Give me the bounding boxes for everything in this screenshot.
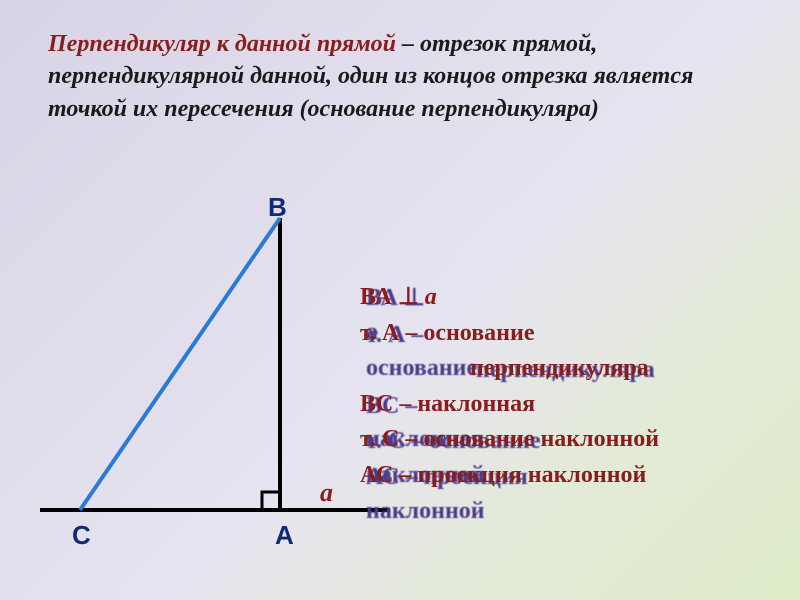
definition-term: Перпендикуляр к данной прямой bbox=[48, 31, 396, 57]
legend-block: ВА ⊥ а ВА ⊥ а т. А – основание т. А – ос… bbox=[360, 280, 780, 495]
legend-3-front: ВС – наклонная bbox=[360, 391, 535, 417]
label-C: С bbox=[72, 520, 91, 551]
legend-row-2: т. А – основание т. А – основание bbox=[360, 317, 780, 351]
legend-5-front: АС – проекция наклонной bbox=[360, 462, 646, 488]
definition-paragraph: Перпендикуляр к данной прямой – отрезок … bbox=[48, 28, 748, 125]
legend-row-1: ВА ⊥ а ВА ⊥ а bbox=[360, 280, 780, 315]
legend-2b-front: перпендикуляра bbox=[470, 355, 649, 381]
legend-row-3: ВС – наклонная ВС – наклонная bbox=[360, 388, 780, 422]
label-A: А bbox=[275, 520, 294, 551]
definition-dash: – bbox=[396, 31, 420, 57]
legend-1-front: ВА ⊥ а bbox=[360, 284, 437, 310]
legend-4-front: т. С – основание наклонной bbox=[360, 426, 659, 452]
segment-BC bbox=[80, 218, 280, 510]
legend-row-5: АС – проекция наклонной АС – проекция на… bbox=[360, 459, 780, 493]
legend-2-front: т. А – основание bbox=[360, 320, 534, 346]
right-angle-marker bbox=[262, 492, 280, 510]
label-line-a: а bbox=[320, 478, 333, 508]
legend-row-4: т. С – основание наклонной т. С – основа… bbox=[360, 423, 780, 457]
geometry-diagram bbox=[0, 200, 400, 600]
label-B: В bbox=[268, 192, 287, 223]
